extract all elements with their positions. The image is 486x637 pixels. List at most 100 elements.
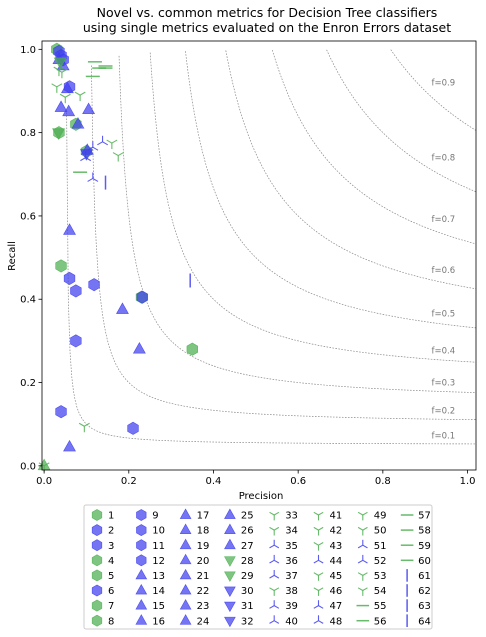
legend-marker bbox=[269, 587, 280, 596]
legend-marker bbox=[179, 568, 192, 580]
legend-marker bbox=[179, 508, 192, 519]
data-point bbox=[63, 439, 76, 452]
legend-label: 22 bbox=[197, 586, 210, 597]
legend-label: 50 bbox=[374, 526, 387, 537]
legend-label: 37 bbox=[285, 571, 298, 582]
legend-label: 4 bbox=[108, 556, 114, 567]
legend-entry: 37 bbox=[269, 570, 298, 582]
legend-entry: 38 bbox=[269, 586, 298, 597]
legend-marker bbox=[313, 600, 324, 609]
legend-entry: 18 bbox=[179, 523, 209, 537]
legend-label: 47 bbox=[330, 601, 343, 612]
legend-entry: 10 bbox=[136, 524, 165, 537]
iso-f1-curve bbox=[326, 49, 476, 193]
x-tick-label: 1.0 bbox=[460, 476, 476, 487]
legend-label: 46 bbox=[330, 586, 343, 597]
data-point bbox=[59, 93, 71, 104]
plot-area-frame bbox=[41, 40, 477, 471]
y-tick-label: 0.4 bbox=[20, 295, 36, 306]
chart-title-line-2: using single metrics evaluated on the En… bbox=[83, 20, 451, 35]
legend-label: 52 bbox=[374, 556, 387, 567]
data-point bbox=[70, 334, 82, 348]
legend-entry: 5 bbox=[91, 569, 114, 582]
data-point bbox=[82, 102, 96, 114]
data-point bbox=[70, 284, 82, 298]
legend-label: 57 bbox=[418, 511, 431, 522]
iso-f1-curve bbox=[271, 49, 476, 245]
legend-label: 40 bbox=[285, 616, 298, 627]
legend-entry: 14 bbox=[135, 583, 165, 597]
y-tick-label: 0.8 bbox=[20, 128, 36, 139]
legend-marker bbox=[357, 539, 368, 549]
legend-entry: 15 bbox=[135, 599, 165, 612]
data-point bbox=[63, 271, 76, 285]
iso-f1-label: f=0.2 bbox=[432, 407, 456, 417]
legend-entry: 54 bbox=[357, 586, 387, 597]
iso-f1-curves bbox=[66, 49, 476, 445]
legend-marker bbox=[357, 572, 368, 581]
legend-entry: 13 bbox=[135, 568, 165, 582]
legend-label: 32 bbox=[241, 616, 254, 627]
legend-marker bbox=[135, 568, 148, 580]
legend-marker bbox=[224, 616, 236, 628]
legend-label: 25 bbox=[241, 511, 254, 522]
legend-entry: 42 bbox=[313, 526, 342, 537]
data-point bbox=[132, 342, 146, 354]
data-point bbox=[52, 128, 65, 140]
legend-label: 24 bbox=[197, 616, 210, 627]
legend-entry: 21 bbox=[179, 568, 209, 582]
legend-label: 55 bbox=[374, 601, 387, 612]
legend-entry: 3 bbox=[91, 539, 114, 552]
legend-marker bbox=[91, 584, 103, 597]
legend-label: 8 bbox=[108, 616, 114, 627]
y-tick-label: 0.0 bbox=[20, 461, 36, 472]
legend-label: 36 bbox=[285, 556, 298, 567]
data-point bbox=[74, 91, 86, 102]
legend-entry: 39 bbox=[269, 600, 298, 612]
legend-marker bbox=[91, 539, 103, 552]
legend-entry: 50 bbox=[357, 526, 387, 537]
legend-entry: 57 bbox=[400, 511, 431, 522]
legend-label: 39 bbox=[285, 601, 298, 612]
legend-label: 48 bbox=[330, 616, 343, 627]
legend-label: 43 bbox=[330, 541, 343, 552]
legend-marker bbox=[224, 523, 236, 534]
data-point bbox=[87, 141, 99, 151]
legend-entry: 11 bbox=[136, 539, 165, 552]
legend-label: 29 bbox=[241, 571, 254, 582]
legend-label: 14 bbox=[152, 586, 165, 597]
legend-label: 56 bbox=[374, 616, 387, 627]
legend-label: 34 bbox=[285, 526, 298, 537]
legend-entry: 9 bbox=[136, 509, 159, 522]
data-point bbox=[106, 139, 118, 150]
legend-entry: 23 bbox=[179, 599, 209, 612]
y-tick-label: 0.2 bbox=[20, 378, 36, 389]
x-tick-label: 0.4 bbox=[206, 476, 222, 487]
legend-marker bbox=[224, 571, 236, 582]
data-point bbox=[127, 421, 139, 435]
data-point bbox=[51, 83, 63, 93]
iso-f1-curve bbox=[225, 50, 476, 290]
legend-entry: 53 bbox=[357, 571, 387, 582]
data-point bbox=[97, 135, 109, 146]
iso-f1-label: f=0.1 bbox=[432, 431, 456, 441]
legend-marker bbox=[357, 526, 368, 536]
legend-entry: 44 bbox=[313, 554, 342, 567]
iso-f1-labels: f=0.1 f=0.2 f=0.3 f=0.4 f=0.5 f=0.6 f=0.7 f=0.8… bbox=[432, 79, 456, 442]
legend-label: 16 bbox=[152, 616, 165, 627]
iso-f1-label: f=0.5 bbox=[432, 309, 456, 319]
legend-marker bbox=[179, 523, 192, 534]
legend-label: 1 bbox=[108, 511, 114, 522]
x-tick-label: 0.6 bbox=[290, 476, 306, 487]
legend: 1234567891011121314151617181920212223242… bbox=[83, 504, 433, 630]
iso-f1-label: f=0.6 bbox=[432, 266, 456, 276]
legend-marker bbox=[269, 526, 280, 536]
legend-marker bbox=[357, 511, 368, 521]
legend-marker bbox=[313, 542, 324, 551]
legend-label: 45 bbox=[330, 571, 343, 582]
y-tick-label: 1.0 bbox=[20, 45, 36, 56]
legend-label: 10 bbox=[152, 526, 165, 537]
data-point bbox=[56, 68, 68, 79]
legend-entry: 29 bbox=[224, 571, 254, 582]
x-tick-label: 0.8 bbox=[375, 476, 391, 487]
